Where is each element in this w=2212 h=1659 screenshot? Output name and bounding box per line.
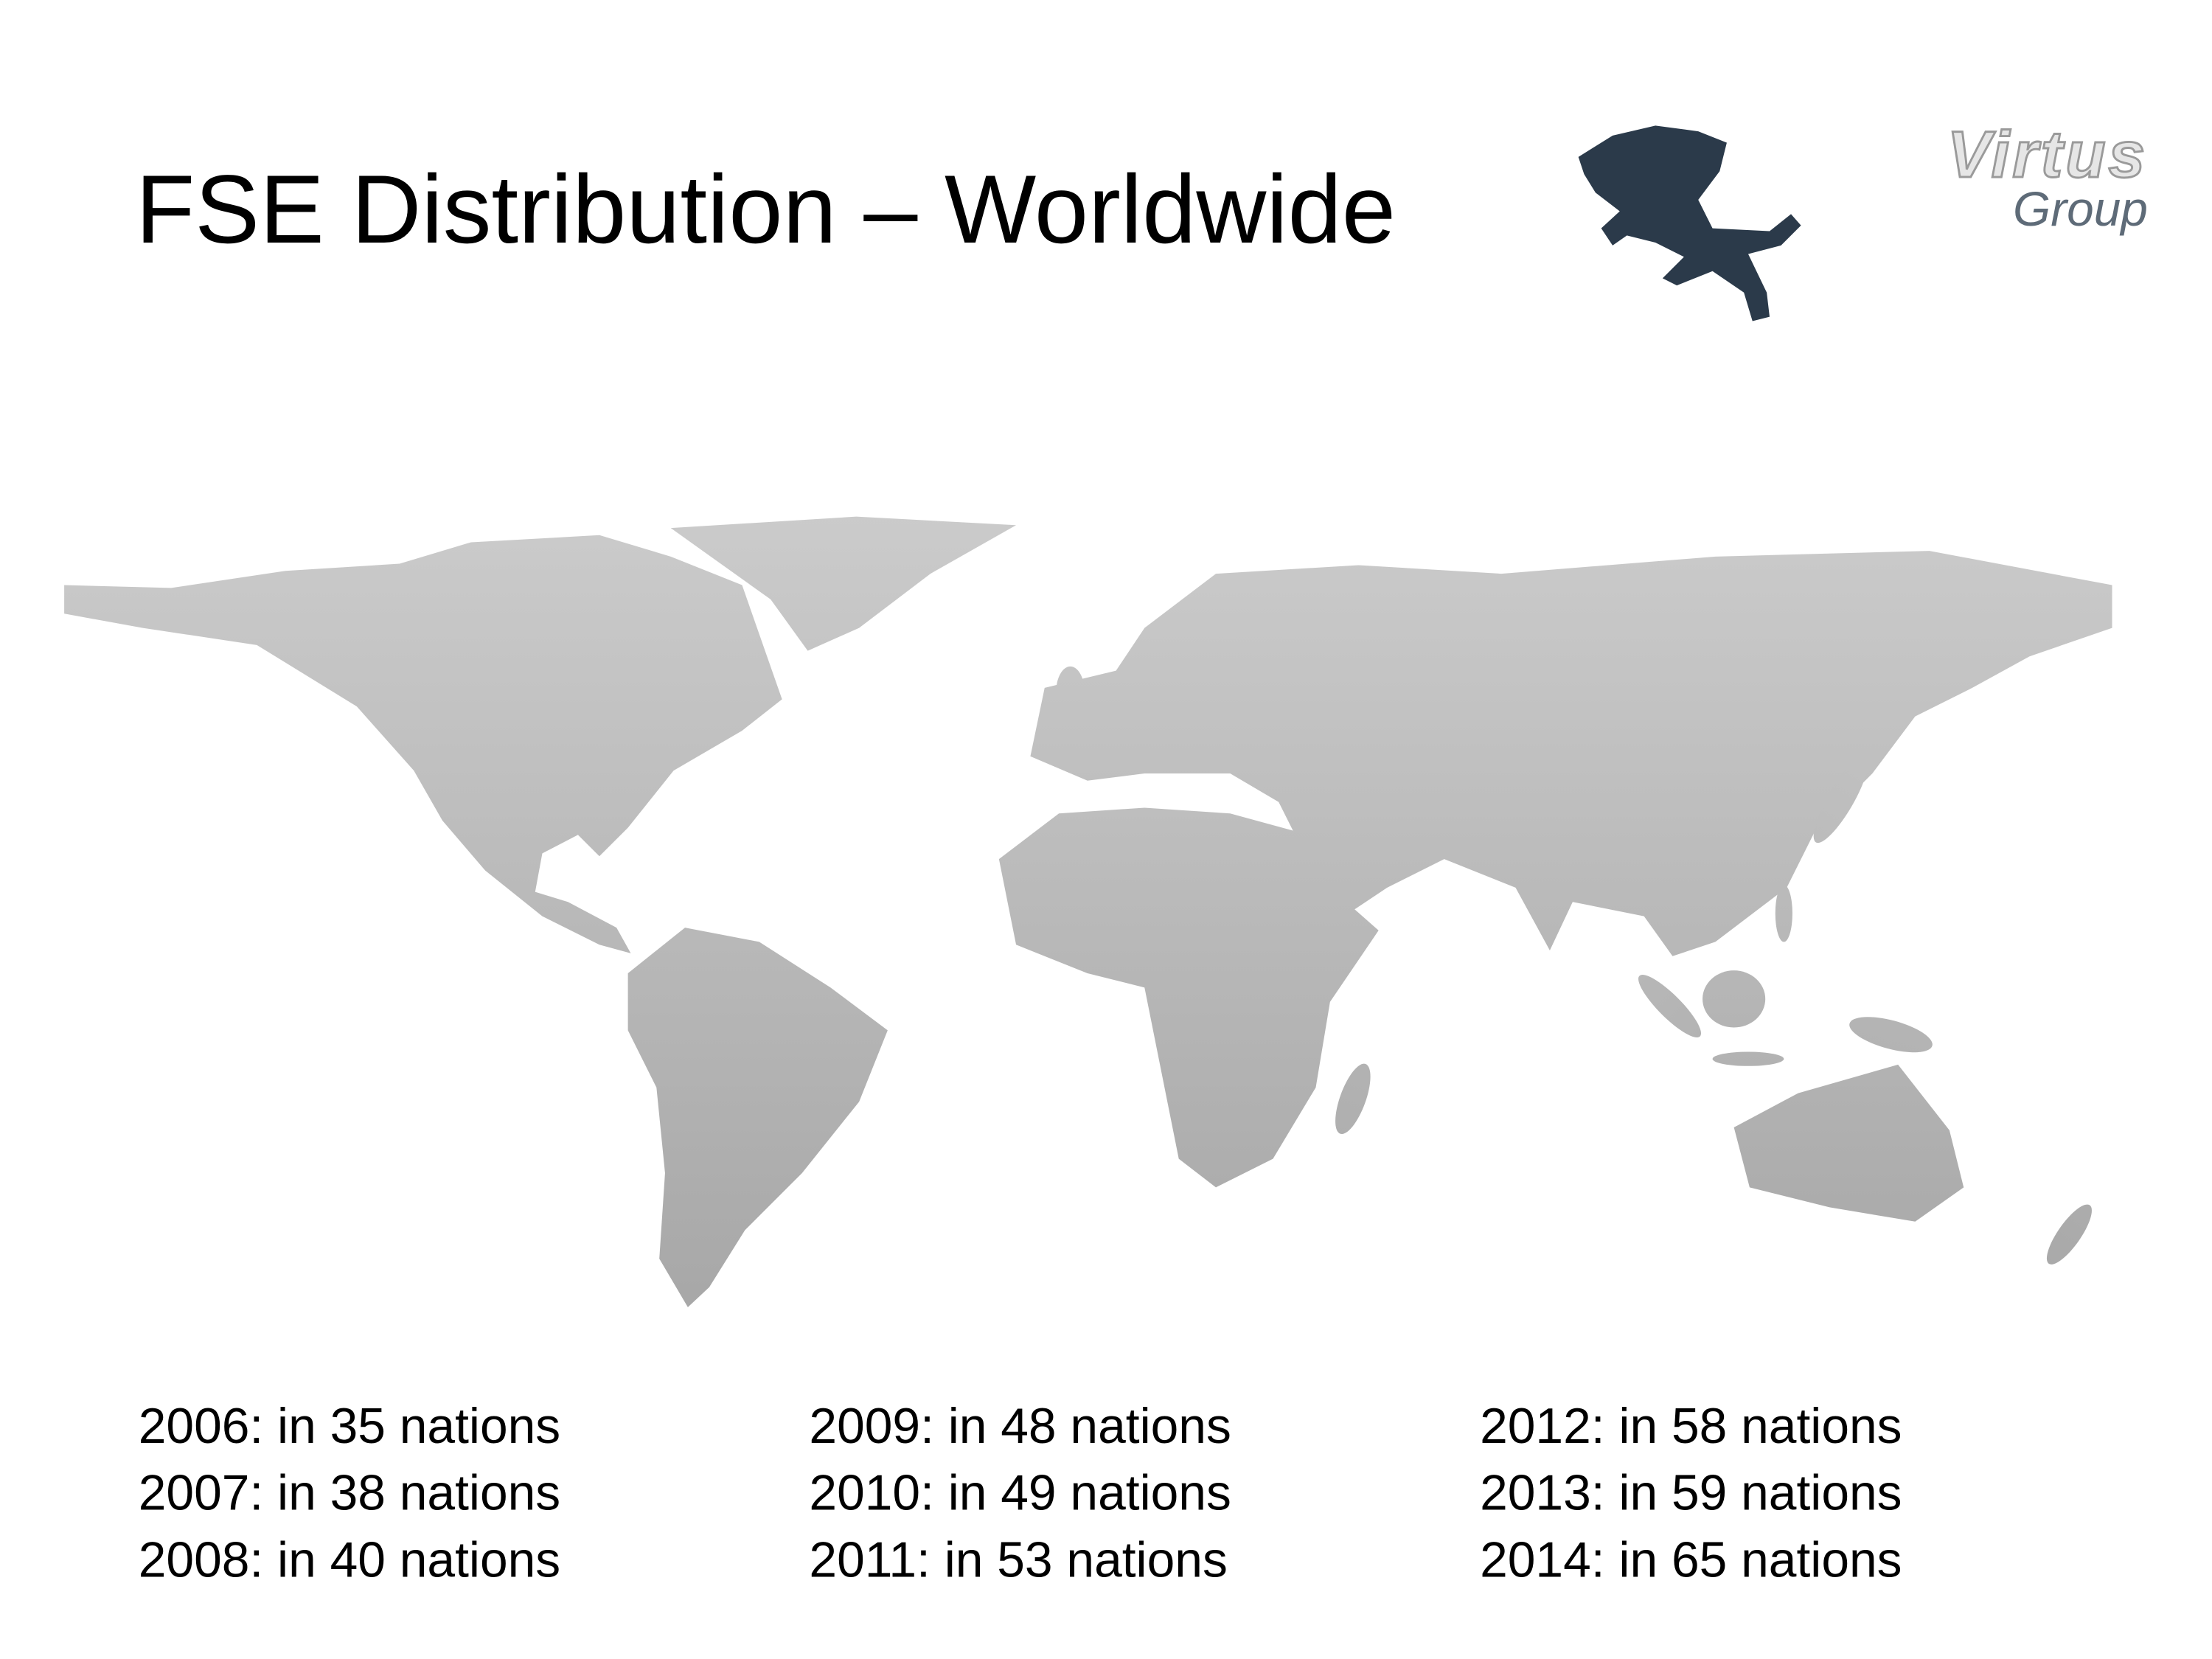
stat-line: 2013: in 59 nations (1480, 1466, 1902, 1521)
stat-line: 2009: in 48 nations (809, 1399, 1231, 1454)
logo-tagline: Group (2013, 181, 2148, 236)
logo-name: Virtus (1947, 117, 2148, 191)
madagascar (1335, 1063, 1371, 1134)
sumatra (1638, 975, 1702, 1038)
java (1712, 1051, 1784, 1066)
australia (1733, 1064, 1964, 1222)
title: FSE Distribution – Worldwide (136, 155, 1396, 263)
south-america (627, 928, 888, 1307)
stat-line: 2008: in 40 nations (139, 1533, 560, 1588)
stat-line: 2014: in 65 nations (1480, 1533, 1902, 1588)
stat-line: 2006: in 35 nations (139, 1399, 560, 1454)
stat-line: 2012: in 58 nations (1480, 1399, 1902, 1454)
new-zealand (2046, 1204, 2092, 1265)
stat-line: 2010: in 49 nations (809, 1466, 1231, 1521)
stat-line: 2007: in 38 nations (139, 1466, 560, 1521)
logo-bull (1578, 125, 1801, 321)
philippines (1775, 885, 1792, 942)
stats: 2006: in 35 nations 2007: in 38 nations 20… (139, 1399, 1902, 1588)
japan (1813, 755, 1868, 844)
logo: Virtus Group (1578, 116, 2148, 321)
uk (1056, 666, 1085, 718)
africa (998, 807, 1379, 1188)
north-america (64, 535, 782, 953)
stat-line: 2011: in 53 nations (809, 1533, 1227, 1588)
borneo (1703, 970, 1766, 1028)
eurasia (1030, 551, 2112, 956)
greenland (670, 516, 1017, 651)
new-guinea (1849, 1017, 1933, 1053)
world-map (64, 516, 2112, 1307)
